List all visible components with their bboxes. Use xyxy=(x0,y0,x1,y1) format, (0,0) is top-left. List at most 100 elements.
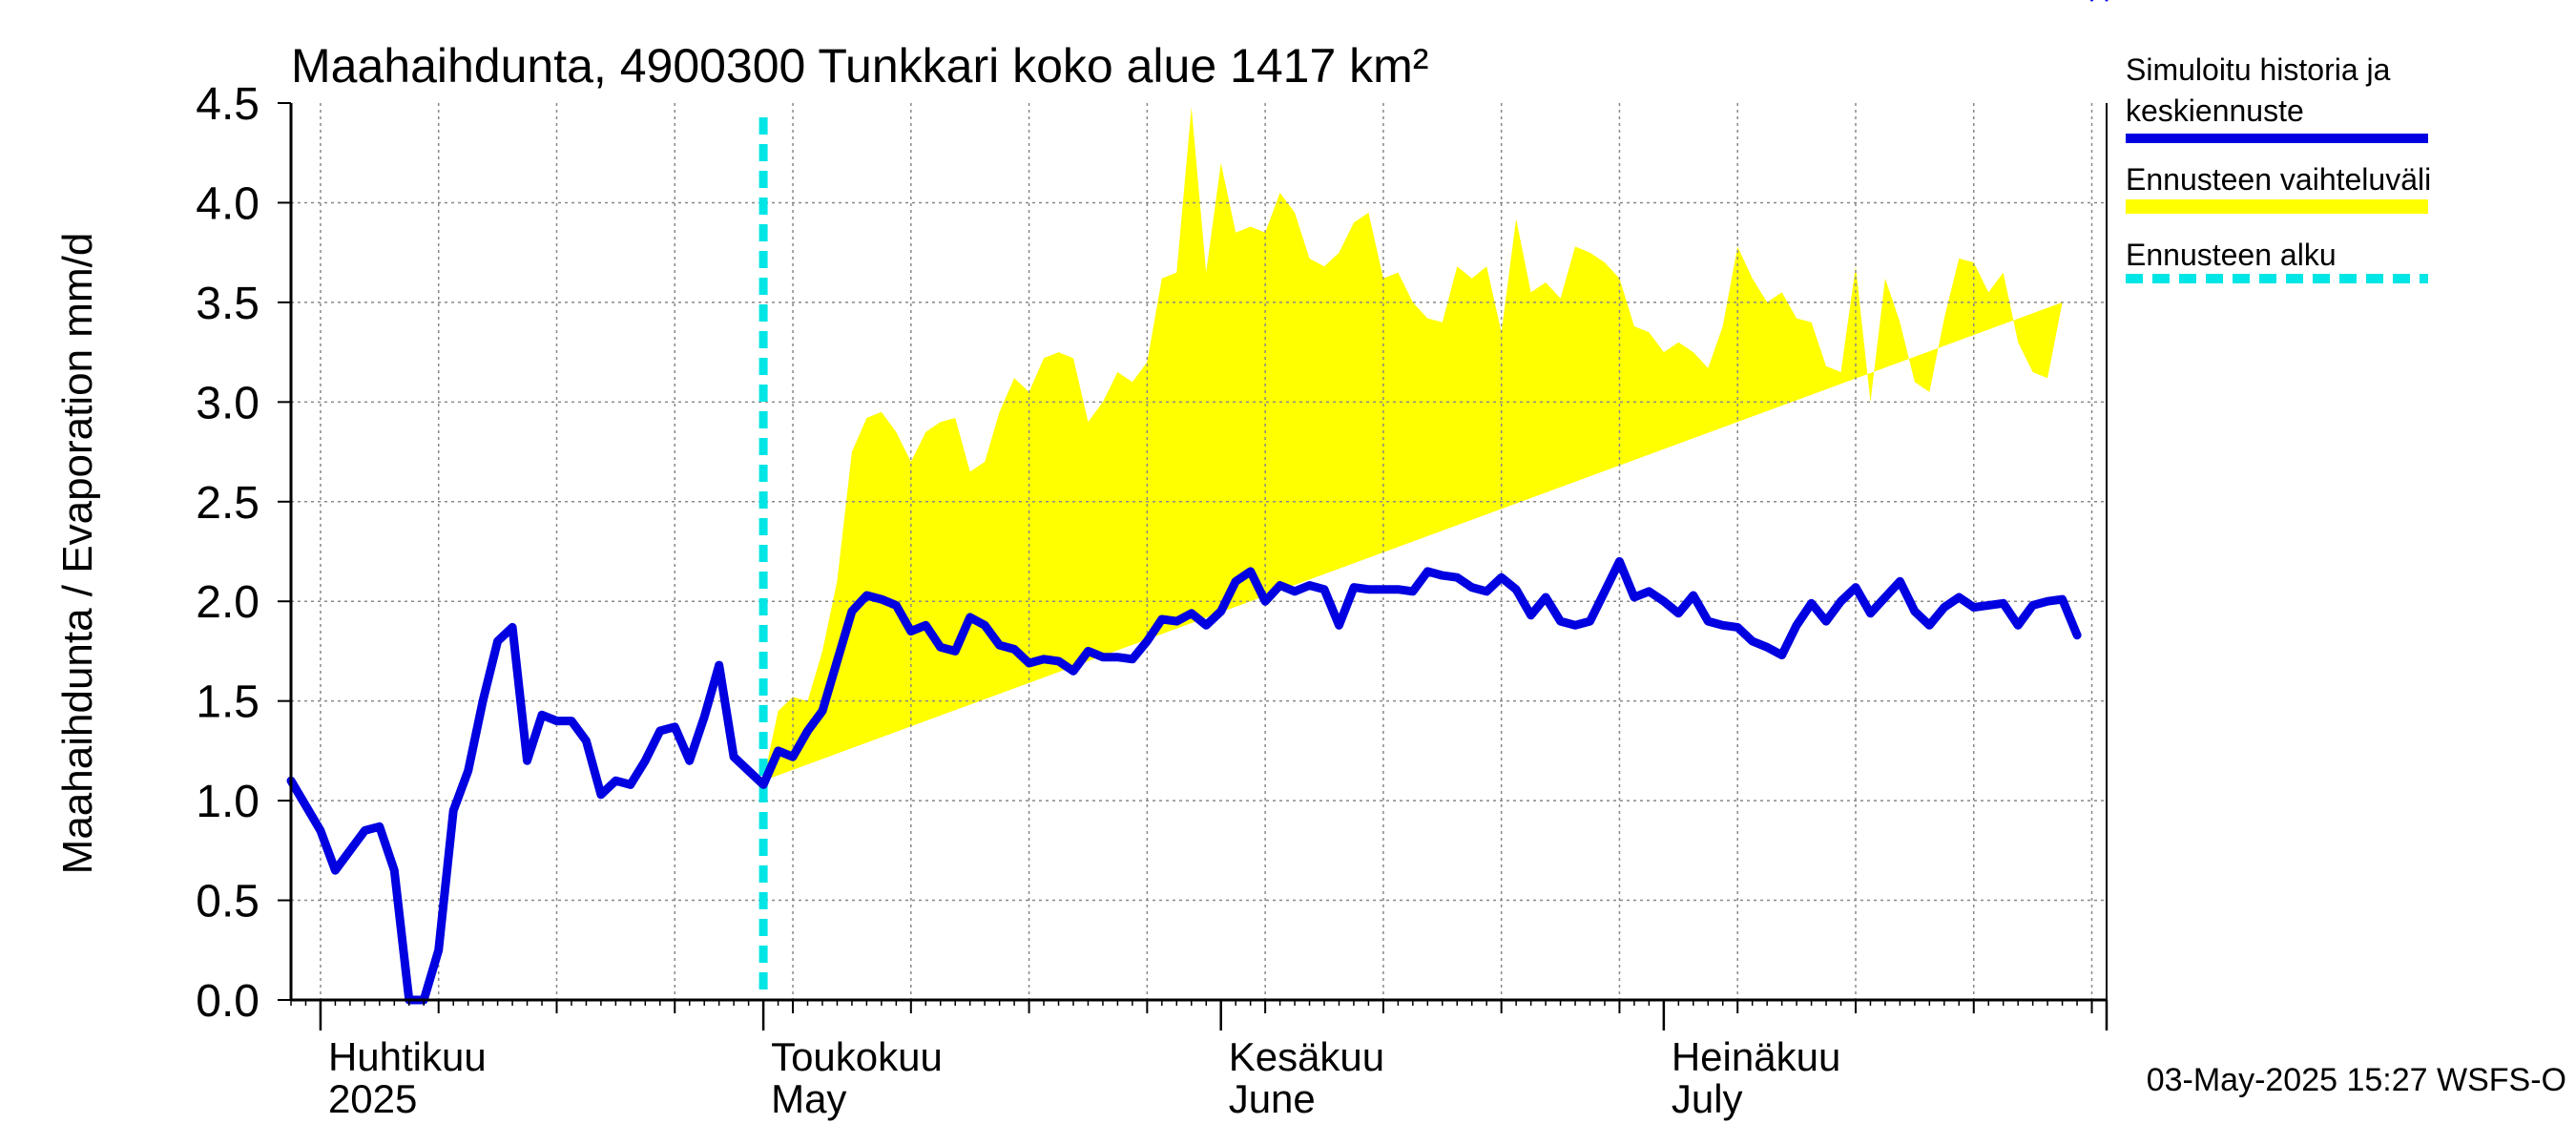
month-label: Huhtikuu xyxy=(328,1034,487,1079)
simulated-point xyxy=(1780,654,1784,657)
y-tick-label: 1.0 xyxy=(196,777,260,827)
simulated-point xyxy=(1603,590,1607,593)
simulated-point xyxy=(1234,579,1237,583)
simulated-point xyxy=(1042,657,1046,661)
simulated-point xyxy=(1293,590,1297,593)
simulated-point xyxy=(1514,588,1518,592)
simulated-line-layer xyxy=(286,0,2109,1005)
simulated-point xyxy=(791,755,795,759)
simulated-point xyxy=(1411,590,1415,593)
y-tick-label: 4.0 xyxy=(196,178,260,229)
forecast-range-band-layer xyxy=(763,107,2063,781)
simulated-point xyxy=(1676,612,1680,615)
simulated-point xyxy=(378,824,382,828)
simulated-point xyxy=(1721,623,1725,627)
y-tick-label: 2.5 xyxy=(196,478,260,529)
simulated-point xyxy=(850,610,854,614)
simulated-point xyxy=(1810,601,1814,605)
grid-layer xyxy=(291,103,2107,1000)
simulated-point xyxy=(1012,647,1016,651)
simulated-point xyxy=(584,739,588,742)
month-sublabel: May xyxy=(771,1076,846,1121)
simulated-point xyxy=(481,699,485,703)
simulated-point xyxy=(1883,595,1887,599)
simulated-point xyxy=(1573,623,1577,627)
simulated-point xyxy=(2090,0,2093,2)
simulated-point xyxy=(1338,623,1340,627)
simulated-point xyxy=(1101,656,1105,659)
simulated-point xyxy=(629,782,633,786)
y-tick-label: 0.0 xyxy=(196,976,260,1027)
simulated-point xyxy=(363,828,366,832)
simulated-point xyxy=(983,623,987,627)
legend-range-label: Ennusteen vaihteluväli xyxy=(2126,162,2431,197)
simulated-point xyxy=(1028,661,1031,665)
simulated-point xyxy=(333,868,337,872)
simulated-point xyxy=(1249,570,1253,573)
y-tick-label: 3.5 xyxy=(196,279,260,329)
simulated-point xyxy=(319,828,322,832)
simulated-point xyxy=(1057,659,1060,663)
simulated-point xyxy=(968,615,972,619)
simulated-point xyxy=(2031,603,2035,607)
timestamp: 03-May-2025 15:27 WSFS-O xyxy=(2147,1062,2566,1098)
simulated-point xyxy=(1824,619,1828,623)
simulated-point xyxy=(1219,610,1223,614)
simulated-point xyxy=(599,793,603,797)
simulated-point xyxy=(909,630,913,634)
simulated-point xyxy=(806,729,809,733)
simulated-point xyxy=(1160,617,1164,621)
month-label: Heinäkuu xyxy=(1672,1034,1840,1079)
simulated-point xyxy=(1795,623,1798,627)
y-tick-label: 0.5 xyxy=(196,877,260,927)
simulated-point xyxy=(1470,586,1474,590)
legend: Simuloitu historia ja keskiennuste Ennus… xyxy=(2126,52,2431,283)
simulated-point xyxy=(392,868,396,872)
simulated-point xyxy=(526,759,529,762)
simulated-point xyxy=(1204,623,1208,627)
simulated-point xyxy=(1854,586,1858,590)
simulated-point xyxy=(1529,614,1533,617)
simulated-point xyxy=(2046,599,2049,603)
y-tick-label: 4.5 xyxy=(196,79,260,130)
simulated-point xyxy=(835,659,839,663)
simulated-point xyxy=(1352,586,1356,590)
simulated-point xyxy=(658,729,662,733)
simulated-point xyxy=(348,848,352,852)
simulated-point xyxy=(2075,634,2079,637)
simulated-point xyxy=(1898,579,1901,583)
simulated-point xyxy=(1957,595,1961,599)
simulated-point xyxy=(2016,623,2020,627)
simulated-point xyxy=(451,809,455,813)
simulated-point xyxy=(1986,603,1990,607)
simulated-point xyxy=(1381,588,1385,592)
month-sublabel: June xyxy=(1229,1076,1316,1121)
month-label: Toukokuu xyxy=(771,1034,943,1079)
chart-title: Maahaihdunta, 4900300 Tunkkari koko alue… xyxy=(291,39,1428,93)
y-tick-labels: 0.0 0.5 1.0 1.5 2.0 2.5 3.0 3.5 4.0 4.5 xyxy=(196,79,260,1027)
simulated-point xyxy=(1145,639,1149,643)
month-sublabel: 2025 xyxy=(328,1076,417,1121)
legend-forecast-start-label: Ennusteen alku xyxy=(2126,238,2337,272)
simulated-point xyxy=(510,625,514,629)
simulated-point xyxy=(1544,595,1548,599)
simulated-point xyxy=(747,769,751,773)
simulated-point xyxy=(1751,639,1755,643)
simulated-point xyxy=(1632,595,1636,599)
y-tick-label: 3.0 xyxy=(196,378,260,428)
simulated-point xyxy=(1263,599,1267,603)
simulated-point xyxy=(1942,606,1946,609)
simulated-point xyxy=(688,759,692,762)
simulated-point xyxy=(1706,619,1710,623)
month-label: Kesäkuu xyxy=(1229,1034,1384,1079)
simulated-point xyxy=(1455,575,1459,579)
simulated-point xyxy=(1735,625,1739,629)
simulated-point xyxy=(2061,597,2065,601)
simulated-point xyxy=(953,649,957,653)
y-tick-label: 1.5 xyxy=(196,677,260,728)
simulated-point xyxy=(1396,588,1400,592)
simulated-point xyxy=(1692,593,1695,597)
simulated-point xyxy=(998,643,1002,647)
simulated-point xyxy=(496,639,500,643)
